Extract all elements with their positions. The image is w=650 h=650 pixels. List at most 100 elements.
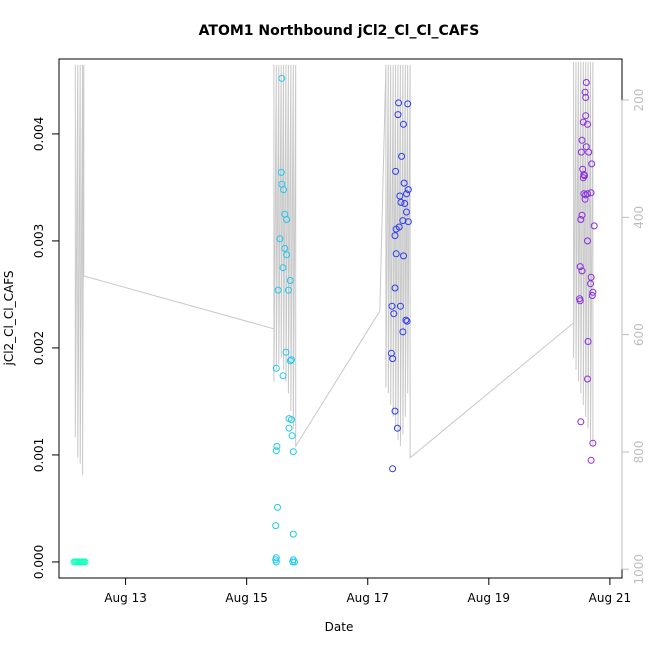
data-point-series-4	[582, 79, 590, 86]
data-point-series-4	[587, 189, 595, 197]
chart-title: ATOM1 Northbound jCl2_Cl_Cl_CAFS	[199, 23, 480, 39]
data-point-series-2	[284, 286, 292, 294]
secondary-tick-label: 200	[632, 89, 646, 112]
data-point-series-3	[402, 316, 410, 324]
data-point-series-4	[578, 136, 586, 144]
x-tick-label: Aug 13	[104, 591, 147, 605]
data-point-series-2	[279, 372, 287, 380]
data-point-series-3	[404, 100, 412, 108]
x-tick-label: Aug 21	[589, 591, 632, 605]
y-axis-label: jCl2_Cl_Cl_CAFS	[2, 270, 16, 366]
data-point-series-4	[589, 288, 597, 296]
data-point-series-3	[401, 200, 409, 207]
data-point-series-3	[403, 317, 411, 325]
data-point-series-2	[288, 432, 296, 440]
data-point-series-2	[286, 277, 294, 284]
data-point-series-3	[400, 179, 408, 187]
data-point-series-4	[590, 222, 598, 230]
data-point-series-4	[577, 216, 585, 223]
data-point-series-3	[390, 310, 398, 318]
data-point-series-3	[397, 198, 405, 206]
data-point-series-2	[279, 264, 287, 272]
data-point-series-2	[274, 286, 282, 294]
data-point-series-3	[394, 111, 402, 119]
secondary-tick-label: 1000	[632, 554, 646, 585]
data-point-series-3	[399, 328, 407, 336]
data-point-series-4	[587, 456, 595, 464]
secondary-tick-label: 800	[632, 440, 646, 463]
data-point-series-3	[400, 252, 407, 260]
data-point-series-3	[395, 99, 403, 107]
data-point-series-4	[589, 439, 597, 447]
data-point-series-4	[588, 160, 596, 168]
data-point-series-4	[581, 195, 589, 203]
data-point-series-2	[289, 448, 297, 456]
data-point-series-2	[273, 442, 281, 450]
data-point-series-2	[283, 251, 291, 259]
data-point-series-4	[588, 292, 596, 299]
data-point-series-2	[276, 235, 284, 243]
data-point-series-3	[392, 167, 400, 175]
data-point-series-3	[400, 120, 407, 128]
data-point-series-4	[581, 172, 588, 180]
y-tick-label: 0.002	[32, 331, 46, 365]
data-point-series-3	[396, 192, 404, 200]
data-point-series-2	[272, 522, 280, 530]
data-point-series-4	[582, 94, 590, 101]
plot-frame	[58, 58, 623, 579]
secondary-series-layer	[74, 61, 594, 476]
x-axis-label: Date	[325, 620, 354, 634]
y-tick-label: 0.003	[32, 224, 46, 258]
secondary-tick-label: 400	[632, 206, 646, 229]
data-point-series-3	[404, 186, 412, 194]
data-point-series-3	[389, 355, 397, 363]
data-point-series-2	[277, 168, 285, 176]
y-tick-label: 0.001	[32, 438, 46, 472]
data-point-series-4	[576, 297, 584, 305]
x-tick-label: Aug 17	[346, 591, 389, 605]
data-point-series-3	[403, 208, 410, 216]
data-point-series-2	[285, 424, 293, 432]
data-point-series-3	[387, 349, 395, 357]
data-point-series-3	[398, 152, 406, 160]
data-point-series-4	[577, 148, 585, 156]
data-point-series-4	[577, 418, 585, 426]
data-point-series-2	[289, 530, 297, 538]
data-point-series-3	[391, 284, 399, 292]
data-point-series-4	[579, 118, 587, 126]
data-point-series-1	[81, 558, 89, 566]
data-point-series-4	[581, 88, 589, 96]
x-tick-label: Aug 15	[225, 591, 268, 605]
data-point-series-3	[404, 218, 412, 226]
data-point-series-3	[392, 250, 400, 258]
data-point-series-4	[584, 120, 591, 128]
data-point-series-3	[391, 407, 399, 415]
data-point-series-2	[272, 364, 280, 372]
data-point-series-2	[278, 74, 286, 82]
secondary-tick-label: 600	[632, 323, 646, 346]
data-point-series-4	[584, 237, 591, 245]
points-layer	[70, 74, 598, 566]
secondary-series-line	[74, 61, 594, 476]
data-point-series-4	[578, 267, 586, 275]
data-point-series-4	[587, 280, 594, 288]
data-point-series-4	[584, 338, 592, 345]
data-point-series-3	[396, 302, 404, 310]
y-tick-label: 0.004	[32, 117, 46, 151]
data-point-series-2	[288, 416, 295, 424]
data-point-series-2	[274, 503, 281, 511]
data-point-series-4	[576, 263, 584, 271]
data-point-series-3	[403, 190, 410, 198]
data-point-series-2	[283, 216, 291, 223]
data-point-series-2	[281, 244, 289, 252]
data-point-series-2	[272, 447, 280, 455]
data-point-series-3	[389, 465, 397, 473]
data-point-series-2	[286, 357, 294, 365]
data-point-series-3	[391, 232, 399, 240]
y-tick-label: 0.000	[32, 545, 46, 579]
y-axis: 0.000 0.001 0.002 0.003 0.004	[32, 117, 60, 579]
secondary-y-axis: 200 400 600 800 1000	[621, 89, 646, 585]
x-tick-label: Aug 19	[468, 591, 511, 605]
data-point-series-4	[578, 211, 586, 219]
